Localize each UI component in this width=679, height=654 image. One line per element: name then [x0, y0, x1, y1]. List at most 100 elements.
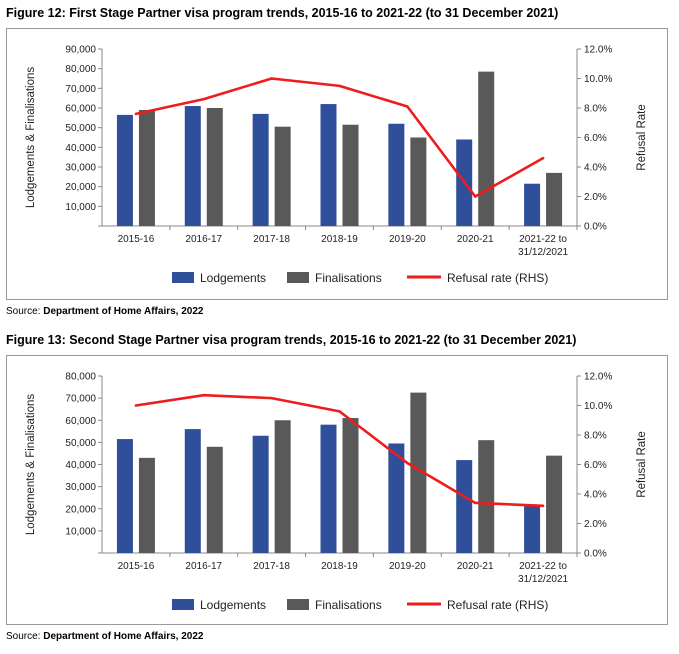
refusal-rate-point: [270, 396, 273, 400]
y-tick-label: 40,000: [65, 143, 96, 154]
figure-13-title: Figure 13: Second Stage Partner visa pro…: [6, 333, 577, 347]
y2-tick-label: 12.0%: [584, 45, 612, 56]
finalisations-bar: [410, 392, 427, 553]
refusal-rate-point: [134, 112, 138, 116]
refusal-rate-point: [406, 105, 409, 108]
y2-tick-label: 4.0%: [584, 163, 607, 174]
y-tick-label: 20,000: [65, 182, 96, 193]
x-tick-label: 2017-18: [253, 234, 290, 245]
refusal-rate-point: [202, 393, 206, 397]
finalisations-bar: [478, 71, 495, 226]
finalisations-bar: [478, 440, 495, 553]
legend-label: Finalisations: [315, 271, 382, 285]
x-tick-label: 2016-17: [185, 234, 222, 245]
legend-label: Lodgements: [200, 598, 266, 612]
x-tick-label: 2016-17: [185, 561, 222, 572]
finalisations-bar: [342, 418, 359, 553]
lodgements-bar: [524, 183, 541, 226]
figure-13-svg: 10,000 20,000 30,000 40,000 50,000 60,000 70,0…: [25, 372, 648, 613]
source-name: Department of Home Affairs, 2022: [43, 631, 204, 642]
legend-label: Lodgements: [200, 271, 266, 285]
source-label: Source:: [6, 306, 44, 317]
finalisations-bar: [138, 457, 155, 553]
lodgements-bar: [388, 443, 405, 553]
lodgements-bar: [320, 104, 337, 226]
refusal-rate-point: [134, 404, 138, 407]
x-tick-label: 2021-22 to: [519, 234, 567, 245]
y-tick-label: 30,000: [65, 163, 96, 174]
y2-axis-title: Refusal Rate: [636, 431, 648, 497]
refusal-rate-point: [270, 77, 273, 80]
y-tick-label: 80,000: [65, 372, 96, 383]
figure-12-title: Figure 12: First Stage Partner visa prog…: [6, 6, 559, 20]
lodgements-bar: [252, 435, 269, 553]
y2-tick-label: 8.0%: [584, 104, 607, 115]
figure-12-chart: 10,000 20,000 30,000 40,000 50,000 60,000 70,0…: [6, 28, 668, 300]
lodgements-bar: [524, 505, 541, 553]
refusal-rate-point: [338, 410, 341, 413]
lodgements-bar: [320, 424, 337, 553]
refusal-rate-point: [541, 156, 545, 160]
x-tick-label: 2019-20: [389, 561, 426, 572]
lodgements-bar: [116, 439, 133, 553]
y2-tick-label: 6.0%: [584, 133, 607, 144]
finalisations-bar: [206, 446, 223, 553]
y2-tick-label: 6.0%: [584, 460, 607, 471]
y-axis-title: Lodgements & Finalisations: [25, 67, 37, 209]
y-tick-label: 50,000: [65, 123, 96, 134]
lodgements-bar: [184, 106, 201, 226]
legend-swatch: [172, 272, 194, 283]
y-tick-label: 60,000: [65, 416, 96, 427]
legend-swatch: [287, 272, 309, 283]
finalisations-bar: [274, 126, 291, 226]
finalisations-bar: [274, 420, 291, 553]
lodgements-bar: [116, 114, 133, 226]
y-tick-label: 70,000: [65, 394, 96, 405]
y2-tick-label: 8.0%: [584, 431, 607, 442]
legend-swatch: [172, 599, 194, 610]
finalisations-bar: [138, 109, 155, 226]
y2-tick-label: 12.0%: [584, 372, 612, 383]
x-tick-label: 2017-18: [253, 561, 290, 572]
refusal-rate-point: [202, 97, 206, 101]
y-tick-label: 50,000: [65, 438, 96, 449]
finalisations-bar: [206, 108, 223, 226]
legend-label: Refusal rate (RHS): [447, 271, 548, 285]
y2-axis-title: Refusal Rate: [636, 104, 648, 170]
x-tick-label: 31/12/2021: [518, 574, 568, 585]
y2-tick-label: 2.0%: [584, 519, 607, 530]
legend-item: Finalisations: [287, 271, 382, 285]
y-tick-label: 70,000: [65, 84, 96, 95]
y-axis-title: Lodgements & Finalisations: [25, 394, 37, 536]
figure-12-svg: 10,000 20,000 30,000 40,000 50,000 60,000 70,0…: [25, 45, 648, 286]
x-tick-label: 2019-20: [389, 234, 426, 245]
x-tick-label: 2020-21: [457, 561, 494, 572]
lodgements-bar: [252, 113, 269, 226]
y2-tick-label: 10.0%: [584, 74, 612, 85]
y-tick-label: 80,000: [65, 64, 96, 75]
source-name: Department of Home Affairs, 2022: [43, 306, 204, 317]
finalisations-bar: [546, 455, 563, 553]
y-tick-label: 40,000: [65, 460, 96, 471]
lodgements-bar: [456, 460, 473, 553]
refusal-rate-point: [473, 501, 477, 505]
y-tick-label: 10,000: [65, 526, 96, 537]
legend-label: Finalisations: [315, 598, 382, 612]
refusal-rate-point: [338, 84, 341, 88]
x-tick-label: 2018-19: [321, 561, 358, 572]
x-tick-label: 2021-22 to: [519, 561, 567, 572]
refusal-rate-point: [406, 461, 409, 465]
y2-tick-label: 0.0%: [584, 549, 607, 560]
y-tick-label: 10,000: [65, 202, 96, 213]
x-tick-label: 2018-19: [321, 234, 358, 245]
y2-tick-label: 10.0%: [584, 401, 612, 412]
finalisations-bar: [342, 124, 359, 226]
y-tick-label: 60,000: [65, 104, 96, 115]
legend-swatch: [287, 599, 309, 610]
x-tick-label: 31/12/2021: [518, 247, 568, 258]
lodgements-bar: [184, 429, 201, 553]
figure-12-source: Source: Department of Home Affairs, 2022: [6, 306, 203, 317]
source-label: Source:: [6, 631, 44, 642]
y2-tick-label: 0.0%: [584, 222, 607, 233]
y-tick-label: 30,000: [65, 482, 96, 493]
